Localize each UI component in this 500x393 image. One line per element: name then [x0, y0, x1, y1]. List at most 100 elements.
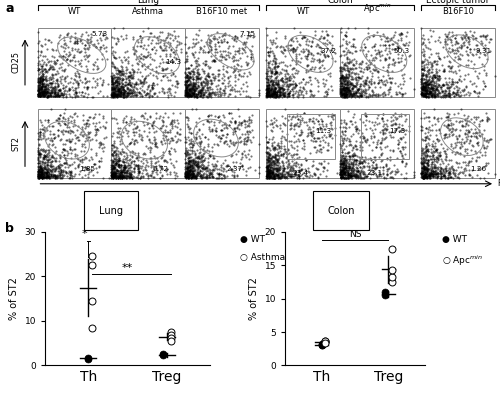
Point [320, 65, 328, 71]
Point [232, 159, 240, 165]
Point [448, 163, 456, 169]
Point [406, 52, 414, 58]
Point [36, 168, 44, 174]
Point [36, 92, 44, 99]
Point [387, 35, 395, 41]
Point [272, 91, 280, 97]
Point [200, 83, 208, 89]
Point [197, 92, 205, 98]
Point [196, 87, 204, 94]
Point [84, 157, 92, 163]
Point [358, 160, 366, 166]
Point [424, 91, 432, 97]
Point [186, 71, 194, 77]
Point [36, 129, 44, 135]
Point [44, 93, 52, 99]
Point [190, 160, 198, 166]
Point [38, 68, 46, 74]
Point [418, 170, 426, 176]
Point [264, 154, 272, 161]
Point [35, 151, 43, 157]
Point [382, 171, 390, 178]
Point [427, 92, 435, 99]
Point [67, 138, 75, 144]
Point [274, 89, 281, 95]
Point [296, 87, 304, 94]
Point [306, 76, 314, 83]
Point [182, 84, 190, 90]
Point [266, 168, 274, 174]
Point [58, 67, 66, 73]
Point [119, 159, 127, 165]
Point [384, 87, 392, 93]
Point [90, 161, 98, 167]
Point [281, 33, 289, 39]
Point [126, 171, 134, 177]
Point [306, 116, 314, 123]
Point [425, 172, 433, 178]
Point [340, 66, 347, 72]
Point [229, 140, 237, 147]
Point [424, 86, 432, 93]
Point [115, 156, 123, 163]
Point [400, 42, 408, 48]
Point [484, 39, 492, 45]
Point [272, 43, 280, 50]
Point [270, 154, 278, 161]
Point [264, 76, 272, 82]
Point [190, 81, 198, 87]
Point [418, 75, 426, 81]
Point [49, 88, 57, 95]
Point [272, 155, 280, 162]
Point [42, 166, 50, 172]
Point [426, 90, 434, 96]
Point [270, 154, 278, 160]
Point [199, 86, 207, 92]
Point [231, 119, 239, 125]
Point [42, 81, 50, 88]
Point [36, 89, 44, 95]
Point [341, 67, 349, 73]
Point [339, 124, 347, 130]
Point [268, 165, 276, 171]
Point [166, 338, 174, 344]
Point [36, 154, 44, 160]
Point [270, 87, 278, 94]
Point [38, 84, 46, 90]
Point [264, 89, 272, 95]
Point [194, 172, 202, 178]
Point [264, 173, 272, 180]
Point [276, 85, 283, 92]
Point [117, 92, 125, 98]
Point [118, 91, 126, 97]
Point [419, 83, 427, 89]
Point [442, 87, 450, 93]
Point [190, 171, 198, 177]
Point [185, 170, 193, 176]
Point [482, 83, 490, 89]
Point [186, 165, 194, 171]
Point [422, 93, 430, 99]
Point [192, 40, 200, 47]
Point [58, 167, 66, 173]
Point [148, 167, 156, 174]
Point [56, 61, 64, 67]
Point [385, 129, 393, 136]
Point [265, 174, 273, 180]
Point [35, 142, 43, 149]
Point [340, 91, 348, 97]
Point [44, 162, 52, 168]
Point [352, 153, 360, 160]
Point [452, 118, 460, 124]
Point [280, 81, 288, 87]
Point [304, 62, 312, 68]
Point [336, 133, 344, 140]
Point [190, 159, 198, 165]
Point [190, 172, 198, 178]
Point [276, 44, 284, 50]
Point [339, 153, 347, 159]
Point [173, 129, 181, 135]
Point [109, 61, 117, 68]
Point [167, 92, 175, 98]
Point [441, 132, 449, 138]
